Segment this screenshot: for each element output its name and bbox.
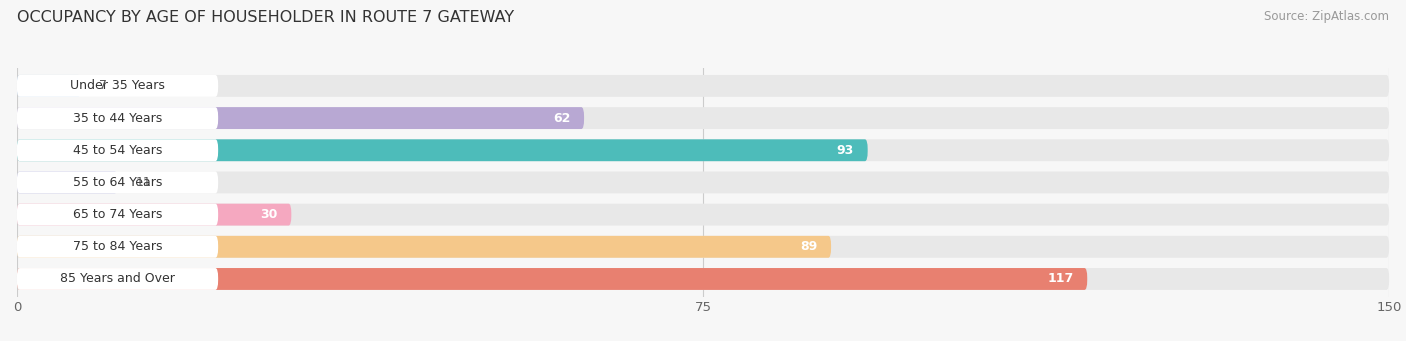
FancyBboxPatch shape <box>17 75 218 97</box>
FancyBboxPatch shape <box>17 236 1389 258</box>
Text: 7: 7 <box>100 79 107 92</box>
FancyBboxPatch shape <box>17 268 218 290</box>
FancyBboxPatch shape <box>17 107 1389 129</box>
FancyBboxPatch shape <box>17 268 1087 290</box>
Text: 45 to 54 Years: 45 to 54 Years <box>73 144 162 157</box>
FancyBboxPatch shape <box>17 204 1389 225</box>
FancyBboxPatch shape <box>17 107 218 129</box>
FancyBboxPatch shape <box>17 139 218 161</box>
FancyBboxPatch shape <box>17 204 291 225</box>
FancyBboxPatch shape <box>17 268 1389 290</box>
FancyBboxPatch shape <box>17 236 218 258</box>
Text: 65 to 74 Years: 65 to 74 Years <box>73 208 162 221</box>
Text: 117: 117 <box>1047 272 1074 285</box>
Text: 85 Years and Over: 85 Years and Over <box>60 272 174 285</box>
Text: 93: 93 <box>837 144 853 157</box>
FancyBboxPatch shape <box>17 236 831 258</box>
FancyBboxPatch shape <box>17 172 118 193</box>
FancyBboxPatch shape <box>17 107 583 129</box>
FancyBboxPatch shape <box>17 172 218 193</box>
Text: Source: ZipAtlas.com: Source: ZipAtlas.com <box>1264 10 1389 23</box>
FancyBboxPatch shape <box>17 204 218 225</box>
Text: OCCUPANCY BY AGE OF HOUSEHOLDER IN ROUTE 7 GATEWAY: OCCUPANCY BY AGE OF HOUSEHOLDER IN ROUTE… <box>17 10 515 25</box>
Text: 35 to 44 Years: 35 to 44 Years <box>73 112 162 124</box>
Text: Under 35 Years: Under 35 Years <box>70 79 165 92</box>
FancyBboxPatch shape <box>17 139 868 161</box>
FancyBboxPatch shape <box>17 172 1389 193</box>
Text: 89: 89 <box>800 240 817 253</box>
FancyBboxPatch shape <box>17 139 1389 161</box>
Text: 55 to 64 Years: 55 to 64 Years <box>73 176 162 189</box>
Text: 11: 11 <box>136 176 152 189</box>
Text: 75 to 84 Years: 75 to 84 Years <box>73 240 162 253</box>
FancyBboxPatch shape <box>17 75 82 97</box>
Text: 62: 62 <box>553 112 571 124</box>
Text: 30: 30 <box>260 208 277 221</box>
FancyBboxPatch shape <box>17 75 1389 97</box>
